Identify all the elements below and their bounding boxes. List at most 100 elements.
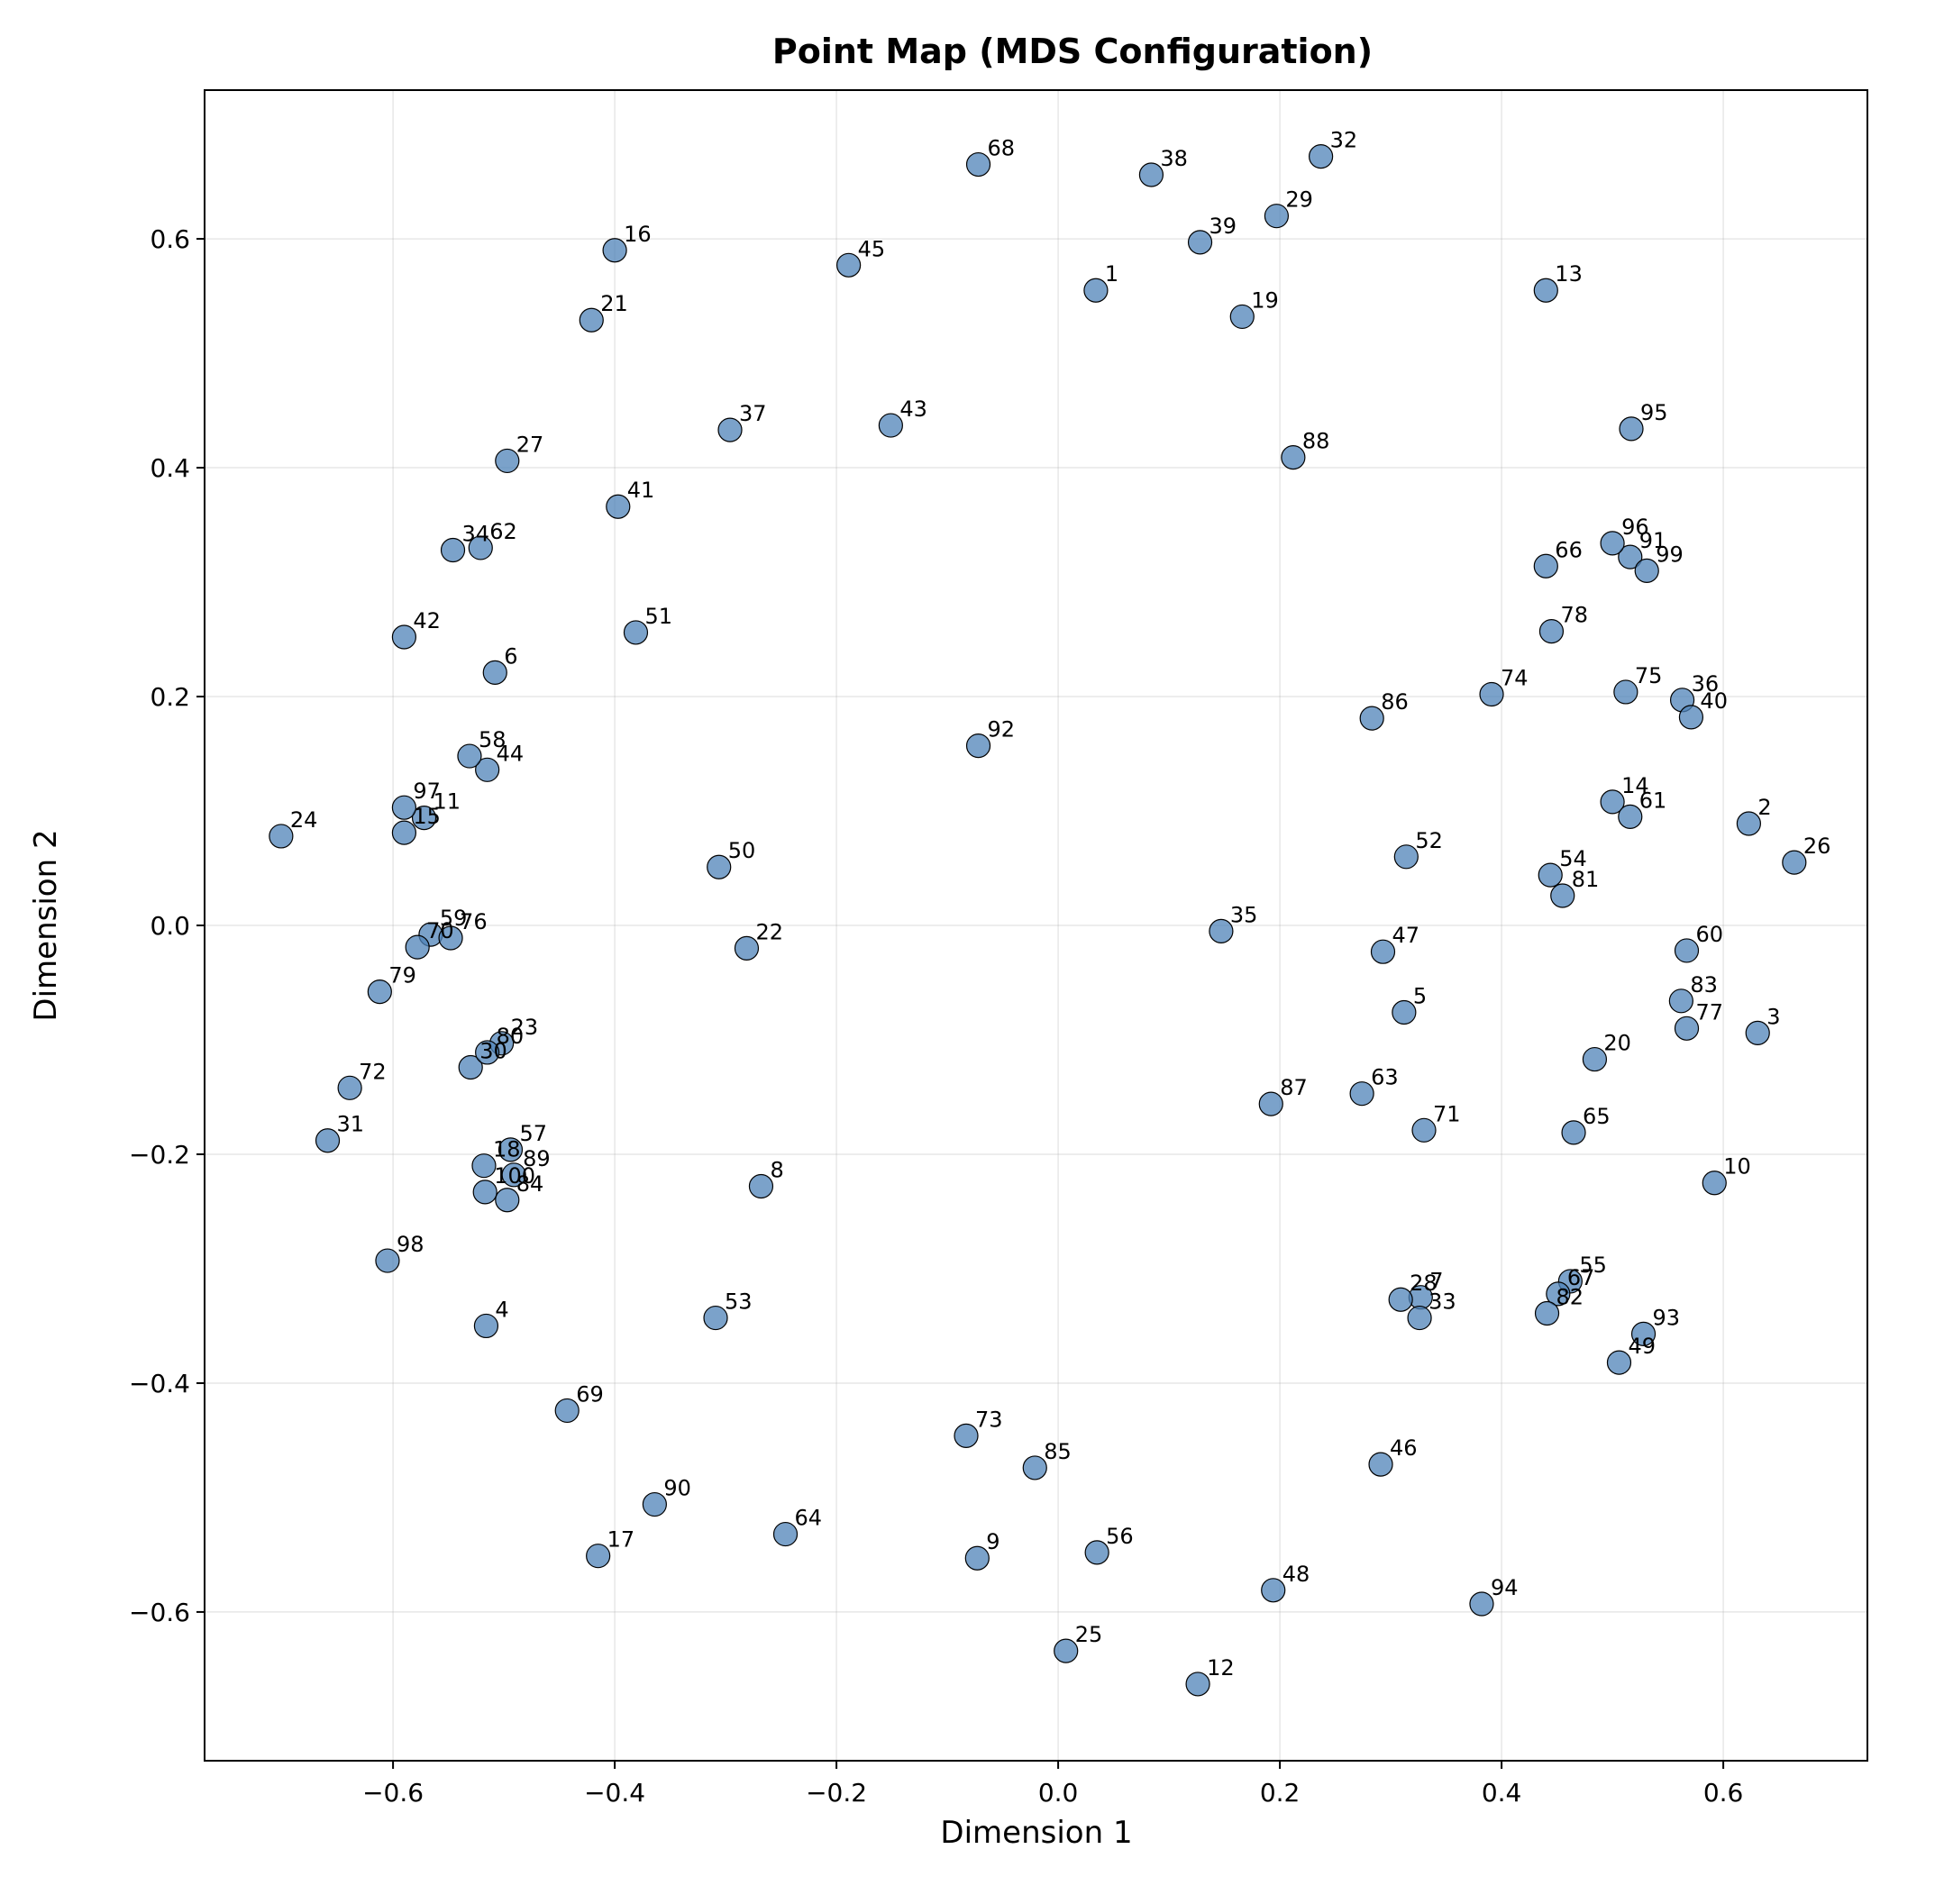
point-label-87: 87 [1280,1075,1308,1100]
point-label-55: 55 [1579,1253,1607,1278]
point-label-81: 81 [1572,867,1600,892]
x-tick-label: 0.0 [1038,1778,1079,1808]
point-label-39: 39 [1209,214,1237,239]
x-axis-ticks: −0.6 −0.4 −0.2 0.0 0.2 0.4 0.6 [362,1761,1743,1808]
point-label-8: 8 [770,1158,783,1183]
point-label-20: 20 [1603,1031,1631,1056]
data-point-52 [1393,844,1419,870]
data-point-45 [836,252,862,278]
data-point-14 [1600,789,1625,815]
point-label-71: 71 [1433,1101,1461,1126]
point-label-23: 23 [511,1015,539,1040]
data-point-62 [468,535,493,560]
data-point-71 [1411,1117,1437,1143]
point-label-13: 13 [1555,261,1583,287]
data-point-69 [554,1398,580,1424]
point-label-86: 86 [1381,689,1409,715]
point-label-44: 44 [497,741,525,766]
data-point-63 [1349,1081,1374,1107]
chart-title: Point Map (MDS Configuration) [772,32,1373,71]
data-point-28 [1388,1287,1413,1312]
data-point-38 [1138,162,1164,187]
point-label-70: 70 [426,918,454,943]
point-label-25: 25 [1075,1622,1103,1647]
data-point-67 [1546,1281,1571,1307]
data-point-18 [471,1153,497,1179]
data-point-34 [440,537,466,563]
point-label-92: 92 [988,717,1016,742]
point-label-27: 27 [516,432,544,457]
data-point-39 [1187,230,1213,255]
point-label-11: 11 [434,789,461,815]
point-label-14: 14 [1621,773,1649,798]
y-tick-label: 0.0 [150,911,190,941]
point-label-59: 59 [440,906,468,931]
point-label-99: 99 [1656,542,1684,567]
data-point-99 [1634,558,1659,583]
point-label-95: 95 [1640,400,1668,425]
point-label-89: 89 [523,1146,551,1171]
point-label-42: 42 [413,608,441,633]
data-point-57 [497,1137,524,1162]
data-point-90 [642,1491,667,1517]
y-tick-label: −0.6 [129,1598,190,1627]
point-label-40: 40 [1700,688,1728,714]
point-label-78: 78 [1560,603,1588,628]
point-label-68: 68 [988,136,1016,161]
point-label-63: 63 [1371,1065,1399,1090]
data-point-78 [1538,619,1565,644]
data-point-19 [1229,304,1255,330]
point-label-28: 28 [1410,1271,1438,1296]
point-label-84: 84 [516,1171,544,1197]
point-label-10: 10 [1723,1154,1751,1180]
data-point-11 [411,806,437,831]
point-label-65: 65 [1583,1104,1611,1129]
data-point-47 [1370,939,1396,964]
data-point-51 [623,620,649,645]
point-label-96: 96 [1621,515,1649,540]
data-point-8 [748,1173,774,1199]
y-axis-ticks: −0.6 −0.4 −0.2 0.0 0.2 0.4 0.6 [129,224,205,1627]
data-point-12 [1185,1672,1210,1697]
point-label-52: 52 [1415,828,1443,853]
data-point-50 [707,854,732,879]
point-label-64: 64 [795,1506,823,1531]
data-point-92 [965,733,991,759]
data-point-53 [703,1305,728,1331]
y-tick-label: 0.4 [150,453,190,483]
point-label-21: 21 [600,291,628,316]
point-label-1: 1 [1105,261,1118,287]
data-point-72 [337,1075,362,1100]
data-point-44 [475,757,500,782]
point-label-61: 61 [1639,788,1667,813]
data-point-84 [495,1188,520,1213]
point-label-67: 67 [1567,1265,1595,1290]
data-point-70 [405,934,430,960]
point-label-72: 72 [359,1059,387,1084]
point-label-22: 22 [755,919,783,944]
point-label-31: 31 [337,1112,365,1137]
data-point-56 [1084,1540,1109,1565]
point-label-90: 90 [663,1476,691,1501]
point-label-51: 51 [644,604,672,629]
point-labels: 1234567891011121314151617181920212223242… [290,128,1830,1681]
data-point-73 [954,1423,979,1448]
point-label-2: 2 [1757,795,1771,820]
data-point-20 [1582,1046,1608,1072]
data-point-77 [1674,1016,1700,1041]
point-label-47: 47 [1392,923,1419,948]
data-point-88 [1281,445,1306,470]
point-label-91: 91 [1639,528,1667,553]
point-label-46: 46 [1390,1435,1418,1461]
point-label-100: 100 [494,1163,535,1189]
point-label-76: 76 [460,909,488,934]
data-point-66 [1533,553,1558,578]
data-point-75 [1613,679,1638,705]
data-point-16 [602,238,627,263]
data-point-82 [1534,1300,1560,1326]
point-label-56: 56 [1106,1524,1134,1549]
data-point-46 [1368,1452,1393,1477]
data-point-86 [1359,706,1384,731]
data-points [269,144,1807,1697]
data-point-65 [1561,1120,1586,1145]
